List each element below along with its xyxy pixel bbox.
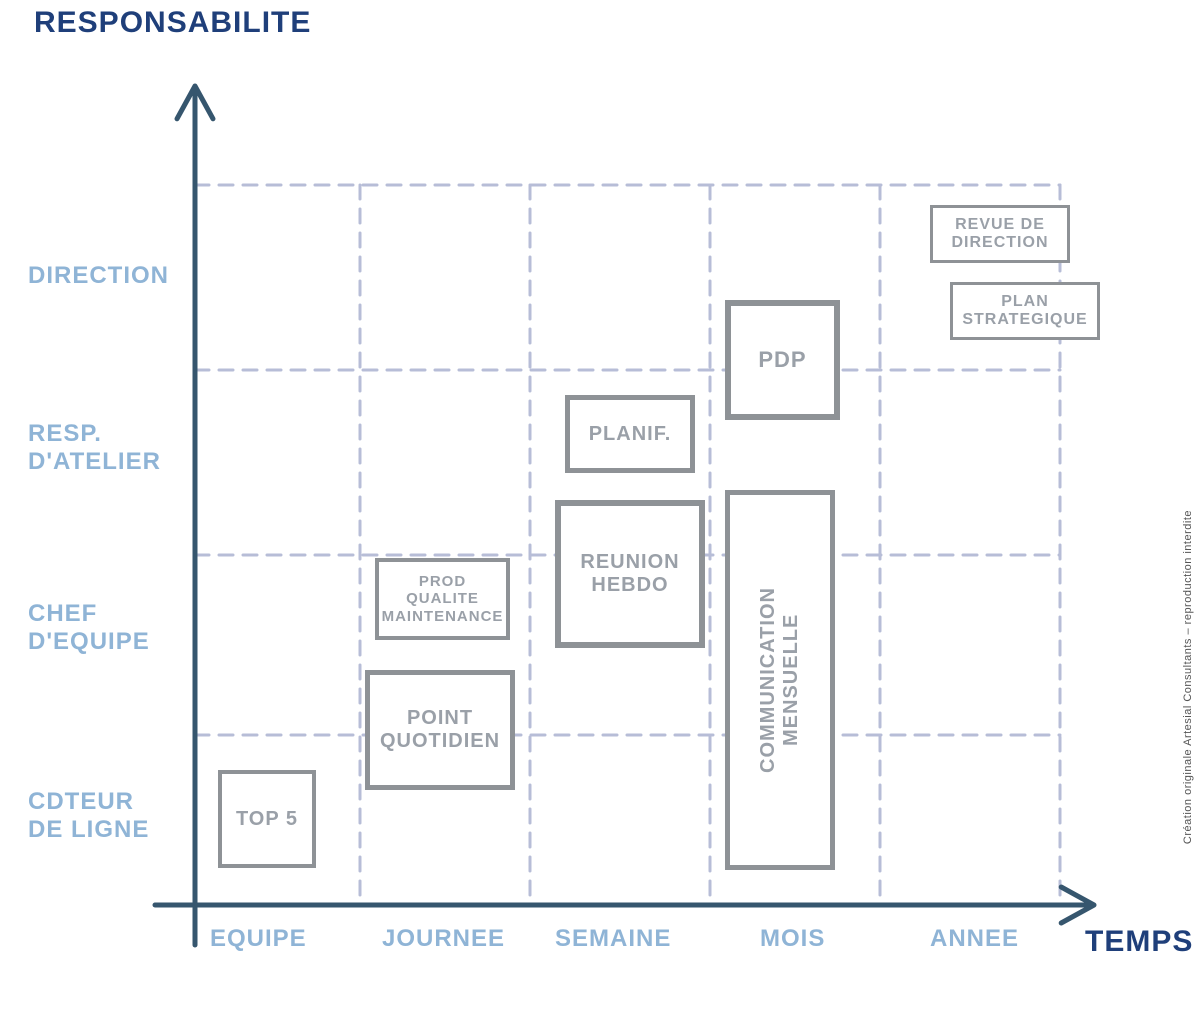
x-tick-semaine: SEMAINE	[555, 925, 671, 953]
x-tick-mois: MOIS	[760, 925, 825, 953]
y-tick-direction: DIRECTION	[28, 262, 188, 290]
y-tick-resp-atelier: RESP. D'ATELIER	[28, 420, 188, 476]
x-tick-equipe: EQUIPE	[210, 925, 307, 953]
box-plan-strategique: PLAN STRATEGIQUE	[950, 282, 1100, 340]
box-planif: PLANIF.	[565, 395, 695, 473]
box-pdp: PDP	[725, 300, 840, 420]
x-tick-annee: ANNEE	[930, 925, 1019, 953]
box-top5: TOP 5	[218, 770, 316, 868]
x-tick-journee: JOURNEE	[382, 925, 505, 953]
y-tick-chef-equipe: CHEF D'EQUIPE	[28, 600, 188, 656]
box-prod-qualite-maintenance: PROD QUALITE MAINTENANCE	[375, 558, 510, 640]
box-communication-mensuelle: COMMUNICATION MENSUELLE	[725, 490, 835, 870]
copyright-credit: Création originale Artesial Consultants …	[1182, 510, 1194, 844]
diagram-stage: RESPONSABILITE TEMPS DIRECTION RESP. D'A…	[0, 0, 1194, 1020]
x-axis-title: TEMPS	[1085, 925, 1193, 959]
box-revue-direction: REVUE DE DIRECTION	[930, 205, 1070, 263]
y-axis-title: RESPONSABILITE	[34, 6, 311, 40]
y-tick-cdteur-ligne: CDTEUR DE LIGNE	[28, 788, 188, 844]
box-point-quotidien: POINT QUOTIDIEN	[365, 670, 515, 790]
box-reunion-hebdo: REUNION HEBDO	[555, 500, 705, 648]
